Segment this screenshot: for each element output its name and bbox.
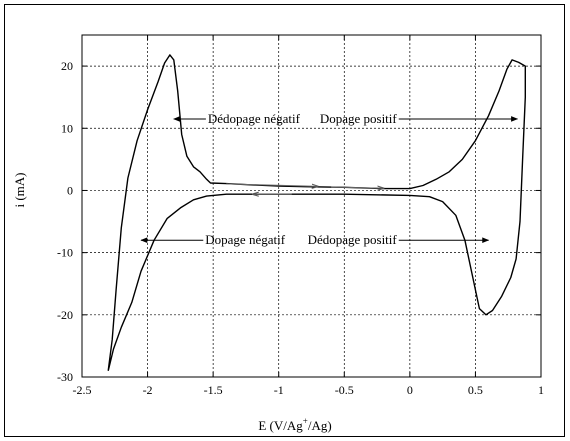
y-tick-labels: -30 -20 -10 0 10 20 [57,59,73,384]
x-tick-label: 0.5 [468,383,483,397]
y-tick-label: -10 [57,246,73,260]
y-tick-label: -30 [57,370,73,384]
x-tick-label: -1.5 [204,383,223,397]
x-tick-label: -2.5 [73,383,92,397]
axis-ticks [81,35,542,378]
annotation-label: Dédopage négatif [208,111,301,126]
in-plot-arrows [226,183,383,194]
x-tick-label: 0 [407,383,413,397]
x-tick-label: 1 [538,383,544,397]
y-tick-label: 0 [67,183,73,197]
x-tick-label: -0.5 [335,383,354,397]
sweep-direction-arrow [331,187,383,188]
y-tick-label: 10 [61,121,73,135]
y-tick-label: -20 [57,308,73,322]
series-curves [107,54,526,371]
grid-lines [82,35,541,377]
figure-frame [4,4,565,437]
annotation-label: Dopage positif [320,111,398,126]
annotation-label: Dopage négatif [205,232,285,247]
annotation-label: Dédopage positif [308,232,398,247]
cv-curve [107,54,526,371]
y-axis-label: i (mA) [12,172,27,207]
plot-area [81,34,542,378]
x-tick-label: -1 [274,383,284,397]
annotations: Dédopage négatif Dopage positif Dopage nég… [140,111,519,247]
sweep-direction-arrow [226,183,318,186]
y-tick-label: 20 [61,59,73,73]
x-tick-labels: -2.5 -2 -1.5 -1 -0.5 0 0.5 1 [73,383,545,397]
x-axis-label: E (V/Ag+/Ag) [258,416,331,433]
x-tick-label: -2 [143,383,153,397]
